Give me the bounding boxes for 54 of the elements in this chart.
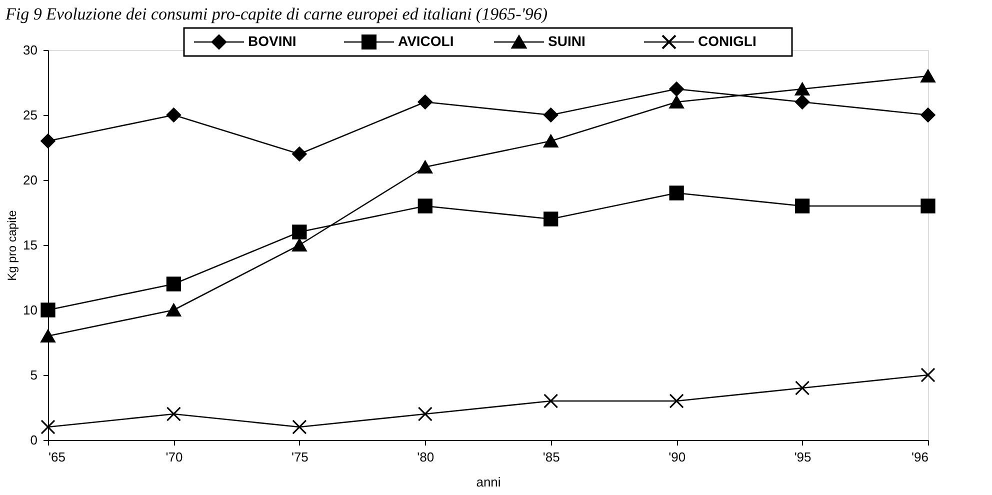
point [794, 94, 810, 110]
point [544, 394, 558, 408]
point [920, 198, 936, 214]
legend-label: AVICOLI [398, 33, 454, 49]
point [794, 82, 810, 96]
x-tick-label: '90 [668, 450, 686, 464]
y-tick-label: 10 [23, 302, 38, 318]
y-tick-label: 15 [23, 238, 38, 252]
point [669, 82, 684, 96]
point [40, 134, 56, 148]
point [166, 276, 182, 292]
x-tick-label: '70 [166, 450, 183, 464]
x-tick-label: '96 [912, 450, 928, 464]
x-tick-label: '85 [542, 450, 560, 464]
point [292, 238, 307, 252]
legend-label: CONIGLI [698, 33, 756, 49]
chart-title: Fig 9 Evoluzione dei consumi pro-capite di carne europei ed italiani (1965-'96) [4, 4, 548, 24]
point [292, 420, 307, 434]
legend-label: SUINI [548, 33, 586, 49]
x-tick-label: '65 [48, 450, 66, 464]
point [166, 406, 182, 422]
point [669, 186, 684, 200]
point [794, 198, 810, 214]
legend-label: BOVINI [248, 33, 296, 49]
point [40, 420, 56, 434]
point [920, 108, 936, 122]
point [418, 198, 432, 214]
point [920, 70, 936, 82]
point [669, 96, 684, 108]
point [544, 212, 558, 226]
point [40, 302, 56, 318]
y-tick-label: 30 [23, 42, 38, 58]
x-tick-label: '95 [794, 450, 812, 464]
x-axis-title: anni [476, 474, 501, 490]
point [292, 224, 307, 240]
point [418, 94, 432, 110]
x-tick-label: '75 [291, 450, 308, 464]
point [669, 394, 684, 408]
x-tick-label: '80 [417, 450, 434, 464]
point [166, 304, 182, 316]
point [166, 108, 182, 122]
point [544, 108, 558, 122]
y-tick-label: 25 [23, 108, 38, 122]
y-axis-title: Kg pro capite [5, 210, 20, 281]
point [544, 134, 558, 148]
point [418, 406, 432, 422]
point [418, 160, 432, 174]
point [292, 146, 307, 162]
point [920, 368, 936, 382]
y-tick-label: 0 [30, 432, 38, 448]
y-tick-label: 5 [30, 368, 38, 382]
point [794, 380, 810, 396]
point [40, 330, 56, 342]
y-tick-label: 20 [23, 172, 38, 188]
